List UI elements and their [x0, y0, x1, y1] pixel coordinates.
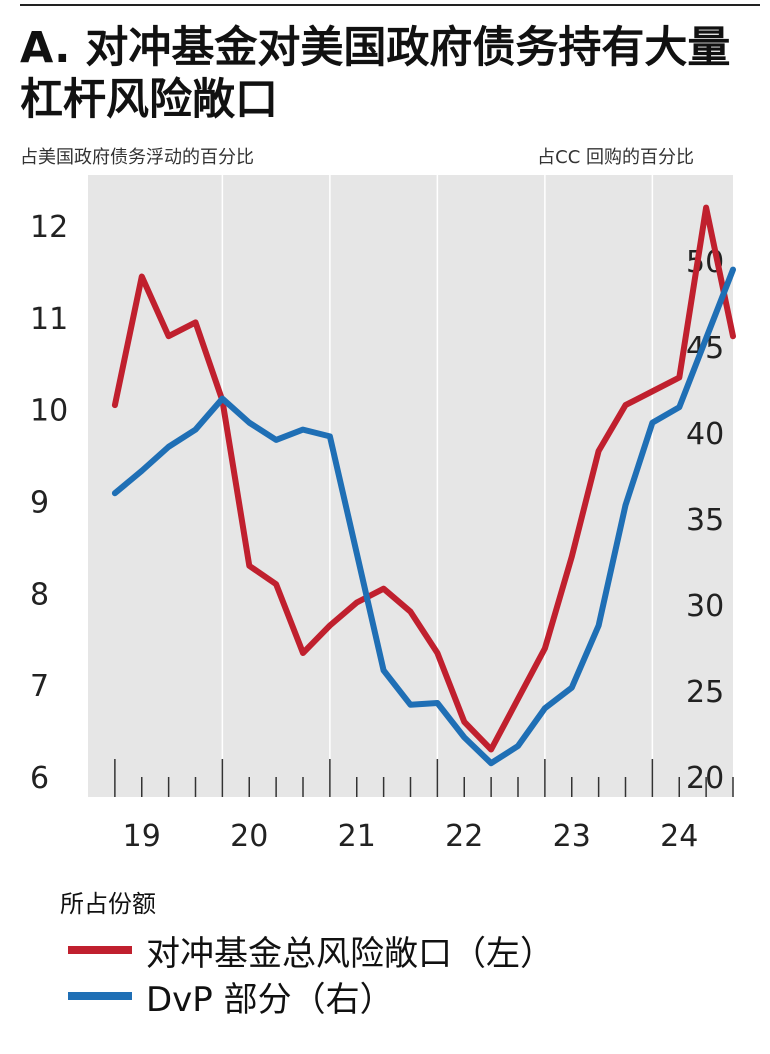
x-tick-label: 19 [123, 819, 161, 854]
x-tick-label: 20 [230, 819, 268, 854]
plot-background [88, 175, 733, 797]
top-rule [20, 4, 760, 6]
y-right-tick-label: 40 [686, 417, 724, 452]
left-axis-caption: 占美国政府债务浮动的百分比 [20, 147, 254, 168]
y-right-tick-label: 30 [686, 589, 724, 624]
legend-label-dvp: DvP 部分（右） [146, 979, 394, 1020]
legend-label-hedge-fund: 对冲基金总风险敞口（左） [146, 933, 554, 974]
y-right-tick-label: 25 [686, 675, 724, 710]
y-right-tick-label: 35 [686, 503, 724, 538]
legend-title: 所占份额 [60, 890, 156, 918]
y-left-tick-label: 10 [30, 394, 68, 429]
right-axis-caption: 占CC 回购的百分比 [537, 147, 694, 168]
legend-item-dvp: DvP 部分（右） [68, 976, 394, 1020]
x-tick-label: 23 [553, 819, 591, 854]
x-tick-label: 24 [660, 819, 698, 854]
y-left-tick-label: 8 [30, 577, 49, 612]
legend-swatch-dvp [68, 992, 132, 1000]
legend-item-hedge-fund: 对冲基金总风险敞口（左） [68, 930, 554, 974]
x-tick-label: 22 [445, 819, 483, 854]
series-line-dvp [111, 266, 736, 767]
y-left-tick-label: 11 [30, 302, 68, 337]
y-left-tick-label: 12 [30, 210, 68, 245]
y-right-tick-label: 20 [686, 761, 724, 796]
legend-swatch-hedge-fund [68, 946, 132, 954]
series-line-hedge-fund [111, 204, 736, 753]
y-left-tick-label: 6 [30, 761, 49, 796]
chart-title: A. 对冲基金对美国政府债务持有大量杠杆风险敞口 [20, 23, 731, 125]
y-left-tick-label: 9 [30, 486, 49, 521]
x-tick-label: 21 [338, 819, 376, 854]
y-left-tick-label: 7 [30, 669, 49, 704]
